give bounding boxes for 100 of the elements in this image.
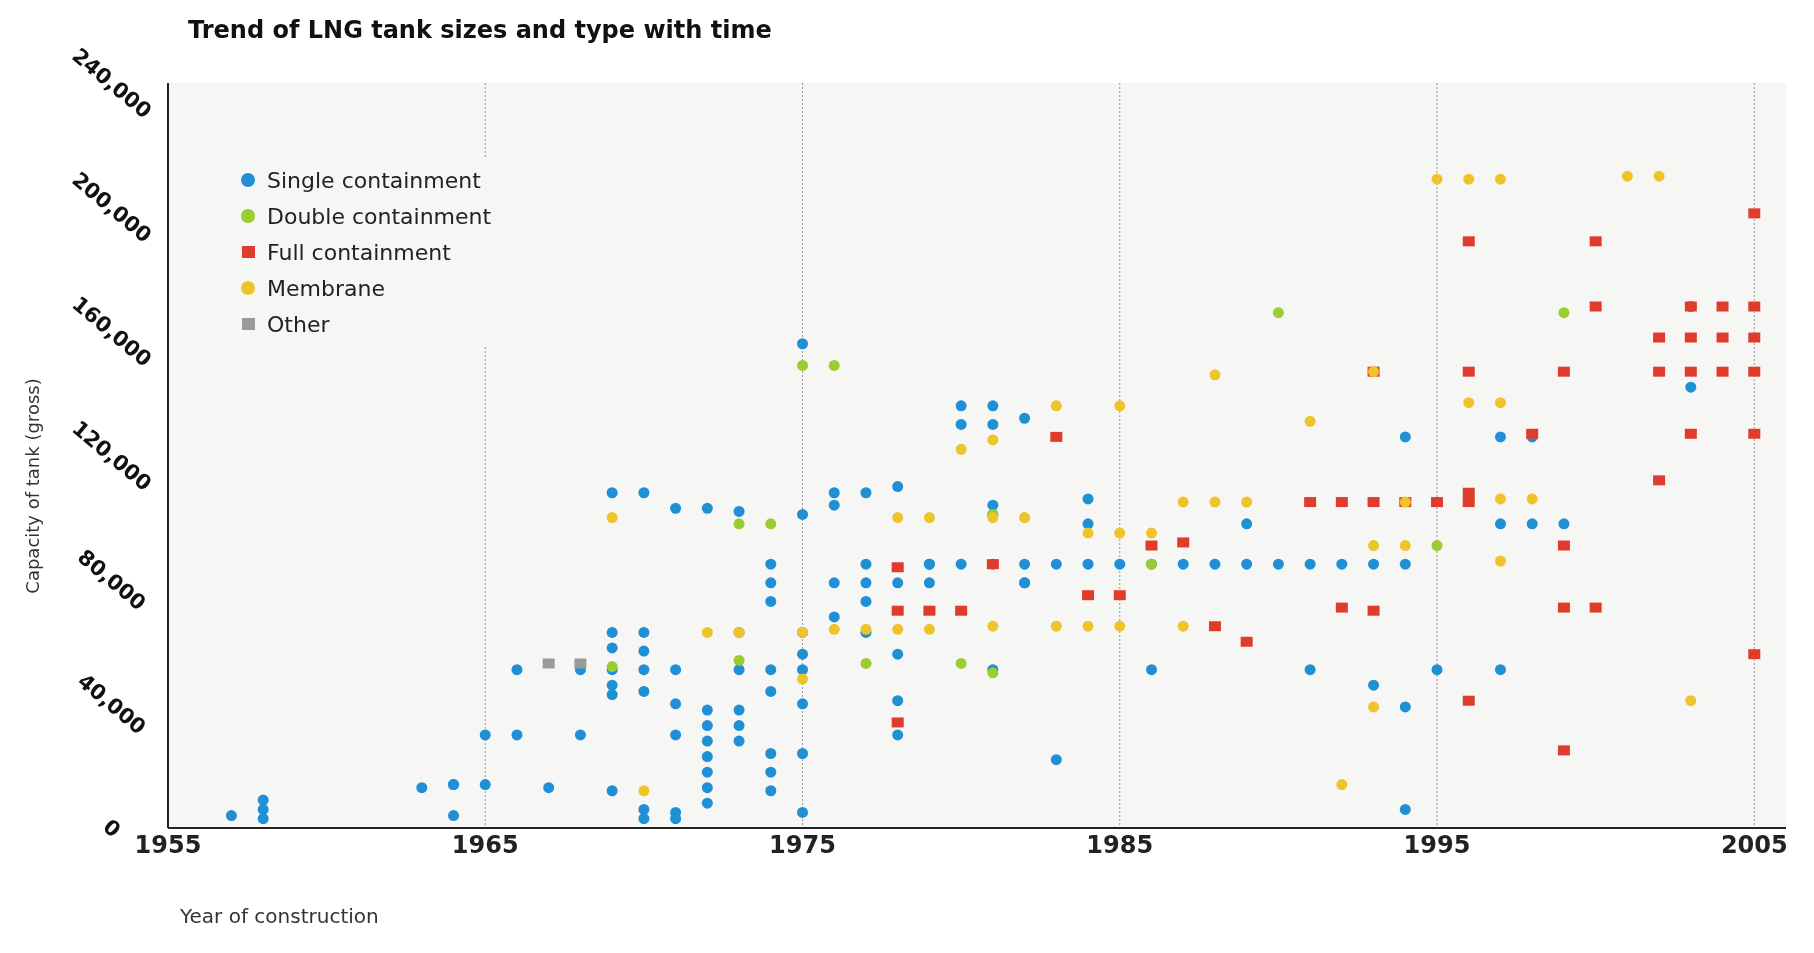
point xyxy=(1462,236,1475,247)
point xyxy=(733,654,745,666)
point xyxy=(1145,540,1158,551)
point xyxy=(1113,590,1126,601)
point xyxy=(1494,493,1506,505)
point xyxy=(797,673,809,685)
point xyxy=(1494,397,1506,409)
point xyxy=(987,512,999,524)
point xyxy=(1557,602,1570,613)
point xyxy=(1526,428,1539,439)
point xyxy=(1304,497,1317,508)
point xyxy=(1050,620,1062,632)
y-tick-label: 0 xyxy=(98,814,126,843)
point xyxy=(1114,620,1126,632)
point xyxy=(1653,170,1665,182)
point xyxy=(1748,301,1761,312)
point xyxy=(1748,649,1761,660)
point xyxy=(1653,475,1666,486)
point xyxy=(574,658,587,669)
point xyxy=(1557,745,1570,756)
point xyxy=(1367,497,1380,508)
point xyxy=(1145,527,1157,539)
point xyxy=(1114,400,1126,412)
point xyxy=(1557,366,1570,377)
point xyxy=(892,512,904,524)
point xyxy=(1462,487,1475,498)
point xyxy=(1684,332,1697,343)
point xyxy=(1336,779,1348,791)
point xyxy=(1335,602,1348,613)
point xyxy=(1748,332,1761,343)
chart-title: Trend of LNG tank sizes and type with time xyxy=(188,16,772,44)
x-tick-label: 1995 xyxy=(1403,831,1471,860)
x-tick-label: 2005 xyxy=(1720,831,1788,860)
point xyxy=(1494,555,1506,567)
point xyxy=(733,518,745,530)
point xyxy=(955,605,968,616)
point xyxy=(1716,301,1729,312)
x-tick-label: 1985 xyxy=(1086,831,1154,860)
point xyxy=(1241,496,1253,508)
point xyxy=(955,657,967,669)
point xyxy=(1684,428,1697,439)
point xyxy=(1208,621,1221,632)
point xyxy=(797,359,809,371)
point xyxy=(1368,540,1380,552)
point xyxy=(892,623,904,635)
point xyxy=(1558,307,1570,319)
point xyxy=(1684,366,1697,377)
point xyxy=(1589,602,1602,613)
point xyxy=(923,605,936,616)
point xyxy=(1368,701,1380,713)
point xyxy=(1114,527,1126,539)
point xyxy=(1209,369,1221,381)
point xyxy=(1716,366,1729,377)
point xyxy=(638,785,650,797)
x-tick-label: 1955 xyxy=(134,831,202,860)
point xyxy=(701,626,713,638)
point xyxy=(891,717,904,728)
point xyxy=(1462,497,1475,508)
point xyxy=(1748,208,1761,219)
point xyxy=(1621,170,1633,182)
point xyxy=(1494,173,1506,185)
point xyxy=(1463,173,1475,185)
point xyxy=(1019,512,1031,524)
point xyxy=(987,434,999,446)
point xyxy=(1240,636,1253,647)
legend-label: Full containment xyxy=(267,239,451,265)
legend-label: Other xyxy=(267,311,330,337)
point xyxy=(923,623,935,635)
x-axis-title: Year of construction xyxy=(180,904,379,928)
point xyxy=(891,562,904,573)
point xyxy=(1748,366,1761,377)
point xyxy=(828,623,840,635)
point xyxy=(1177,537,1190,548)
point xyxy=(1335,497,1348,508)
point xyxy=(1463,397,1475,409)
point xyxy=(1304,415,1316,427)
point xyxy=(1082,527,1094,539)
point xyxy=(542,658,555,669)
point xyxy=(1462,366,1475,377)
point xyxy=(1653,332,1666,343)
point xyxy=(1272,307,1284,319)
legend-label: Double containment xyxy=(267,203,492,229)
point xyxy=(891,605,904,616)
y-axis-title: Capacity of tank (gross) xyxy=(21,378,43,594)
point xyxy=(1431,173,1443,185)
legend-label: Membrane xyxy=(267,275,385,301)
point xyxy=(1748,428,1761,439)
point xyxy=(1557,540,1570,551)
point xyxy=(1685,695,1697,707)
point xyxy=(1462,695,1475,706)
point xyxy=(1177,496,1189,508)
point xyxy=(987,620,999,632)
point xyxy=(1082,620,1094,632)
point xyxy=(1367,605,1380,616)
x-tick-label: 1975 xyxy=(769,831,836,860)
point xyxy=(606,512,618,524)
point xyxy=(1716,332,1729,343)
point xyxy=(1050,400,1062,412)
point xyxy=(1050,431,1063,442)
point xyxy=(1209,496,1221,508)
